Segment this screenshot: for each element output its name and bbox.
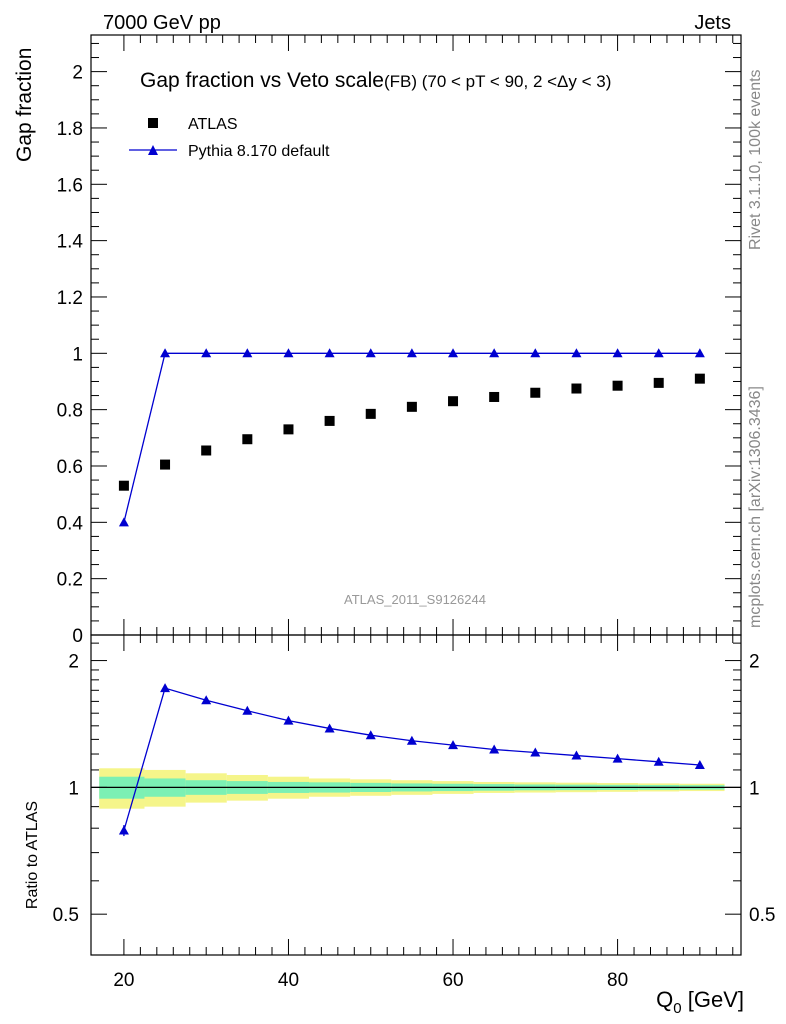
pythia-point [242, 348, 253, 358]
pythia-point [365, 348, 376, 358]
ratio-pythia-point [324, 723, 335, 733]
pythia-point [653, 348, 664, 358]
atlas-point [406, 401, 417, 412]
main-y-tick-label: 1.6 [57, 175, 83, 196]
atlas-point [118, 480, 129, 491]
ratio-pythia-point [694, 760, 705, 770]
ratio-pythia-point [530, 747, 541, 757]
ratio-pythia-point [365, 730, 376, 740]
ratio-pythia-point [406, 735, 417, 745]
main-y-tick-label: 1 [72, 344, 83, 365]
legend: ATLAS Pythia 8.170 default [129, 116, 330, 160]
atlas-point [571, 383, 582, 394]
x-tick-label: 60 [442, 970, 463, 991]
ratio-series [118, 683, 705, 837]
main-series [118, 348, 705, 527]
ratio-pythia-point [571, 750, 582, 760]
legend-atlas-marker [148, 118, 158, 128]
plot-title: Gap fraction vs Veto scale(FB) (70 < pT … [140, 69, 611, 92]
mcplots-label: mcplots.cern.ch [arXiv:1306.3436] [747, 386, 764, 628]
atlas-point [530, 387, 541, 398]
atlas-point [242, 434, 253, 445]
pythia-point [406, 348, 417, 358]
rivet-label: Rivet 3.1.10, 100k events [747, 69, 764, 250]
x-tick-label: 20 [113, 970, 134, 991]
x-tick-label: 80 [607, 970, 628, 991]
main-y-tick-label: 0 [72, 626, 83, 647]
ratio-y-tick-label-left: 2 [68, 652, 79, 673]
x-axis-label-unit: [GeV] [682, 987, 744, 1012]
pythia-point [694, 348, 705, 358]
atlas-point [653, 377, 664, 388]
x-tick-label: 40 [278, 970, 299, 991]
pythia-point [283, 348, 294, 358]
pythia-point [201, 348, 212, 358]
main-y-tick-label: 0.4 [57, 513, 84, 534]
ratio-y-tick-label-right: 2 [749, 652, 760, 673]
x-axis-label-main: Q [656, 987, 673, 1012]
ratio-pythia-point [118, 825, 129, 835]
plot-title-main: Gap fraction vs Veto scale [140, 69, 384, 92]
main-y-axis-label: Gap fraction [13, 48, 36, 162]
legend-atlas-label: ATLAS [188, 116, 238, 133]
analysis-watermark: ATLAS_2011_S9126244 [344, 592, 486, 607]
atlas-point [365, 408, 376, 419]
legend-pythia-marker [148, 145, 158, 155]
process-label: Jets [694, 12, 731, 34]
atlas-point [448, 396, 459, 407]
atlas-point [201, 445, 212, 456]
pythia-point [571, 348, 582, 358]
ratio-axes: 0.5 0.5 1 1 2 2 20 40 60 80 [53, 634, 775, 991]
main-y-tick-label: 2 [72, 63, 83, 84]
ratio-y-axis-label: Ratio to ATLAS [24, 801, 41, 909]
main-y-tick-label: 1.4 [57, 232, 84, 253]
ratio-pythia-point [201, 695, 212, 705]
plot-title-suffix: (FB) (70 < pT < 90, 2 <Δy < 3) [384, 72, 611, 91]
main-y-tick-label: 1.8 [57, 119, 83, 140]
atlas-point [612, 380, 623, 391]
pythia-series-line [123, 352, 700, 523]
ratio-y-tick-label-left: 1 [68, 778, 79, 799]
ratio-pythia-point [448, 740, 459, 750]
ratio-y-tick-label-left: 0.5 [53, 905, 79, 926]
main-y-tick-label: 0.8 [57, 401, 83, 422]
ratio-pythia-point [160, 683, 171, 693]
x-axis-label-sub: 0 [673, 1000, 681, 1017]
ratio-pythia-point [283, 715, 294, 725]
ratio-pythia-point [489, 744, 500, 754]
ratio-frame [90, 634, 742, 956]
ratio-uncertainty-band [99, 768, 725, 809]
atlas-point [160, 459, 171, 470]
legend-pythia-label: Pythia 8.170 default [188, 143, 330, 160]
ratio-y-tick-label-right: 1 [749, 778, 760, 799]
pythia-point [160, 348, 171, 358]
ratio-pythia-point [242, 705, 253, 715]
atlas-point [324, 415, 335, 426]
atlas-point [283, 424, 294, 435]
pythia-point [612, 348, 623, 358]
pythia-point [118, 517, 129, 527]
main-axes: 0 0.2 0.4 0.6 0.8 1 1.2 1.4 1.6 1.8 2 [57, 34, 742, 647]
energy-label: 7000 GeV pp [103, 12, 221, 34]
pythia-point [489, 348, 500, 358]
pythia-point [324, 348, 335, 358]
pythia-point [448, 348, 459, 358]
pythia-point [530, 348, 541, 358]
atlas-point [489, 391, 500, 402]
atlas-point [694, 373, 705, 384]
main-y-tick-label: 1.2 [57, 288, 83, 309]
ratio-pythia-point [612, 753, 623, 763]
ratio-pythia-point [653, 756, 664, 766]
x-axis-label: Q0 [GeV] [656, 987, 744, 1017]
main-y-tick-label: 0.6 [57, 457, 83, 478]
main-y-tick-label: 0.2 [57, 570, 83, 591]
ratio-y-tick-label-right: 0.5 [749, 905, 775, 926]
ratio-pythia-line [123, 687, 700, 831]
